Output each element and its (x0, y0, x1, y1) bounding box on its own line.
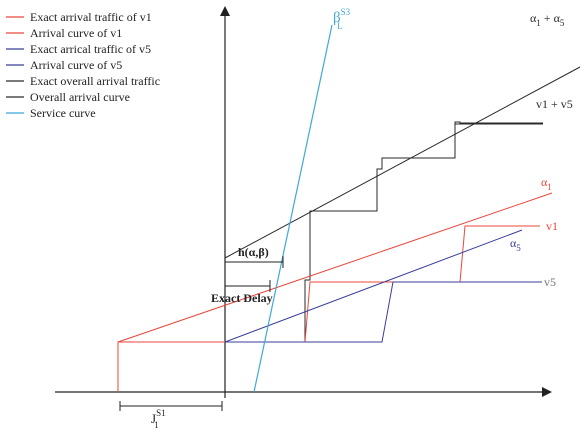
legend-item-exact-overall: Exact overall arrival traffic (6, 74, 160, 88)
legend-label: Exact overall arrival traffic (30, 74, 160, 88)
exact-arrival-traffic-v5 (225, 281, 542, 343)
legend-item-arrival-v1: Arrival curve of v1 (6, 26, 122, 40)
alpha1-label: α1 (541, 175, 552, 192)
overall-arrival-curve-label: α1 + α5 (530, 11, 565, 28)
jitter-bracket (119, 401, 223, 411)
legend-item-exact-v5: Exact arrical traffic of v5 (6, 42, 151, 56)
legend-label: Arrival curve of v5 (30, 58, 122, 72)
legend-item-service-curve: Service curve (6, 106, 96, 120)
v5-label: v5 (544, 275, 556, 289)
v1-label: v1 (546, 219, 558, 233)
service-curve (253, 24, 333, 393)
exact-delay-bracket (225, 280, 271, 292)
arrival-curve-v1 (117, 192, 553, 343)
legend-label: Arrival curve of v1 (30, 26, 122, 40)
h-label: h(α,β) (238, 245, 269, 259)
exact-delay-label: Exact Delay (211, 291, 273, 305)
legend-label: Exact arrical traffic of v5 (30, 42, 151, 56)
legend-item-overall-curve: Overall arrival curve (6, 90, 130, 104)
jitter-label: JS1 1 (151, 408, 165, 430)
alpha5-label: α5 (510, 236, 521, 253)
h-bracket (225, 256, 284, 268)
v-sum-label: v1 + v5 (536, 97, 573, 111)
overall-arrival-curve (224, 66, 581, 259)
legend-item-arrival-v5: Arrival curve of v5 (6, 58, 122, 72)
exact-overall-arrival-traffic (225, 121, 543, 343)
legend-item-exact-v1: Exact arrival traffic of v1 (6, 10, 152, 24)
legend-label: Service curve (30, 106, 96, 120)
arrival-curve-v5 (224, 229, 523, 343)
service-curve-label: βS3 L (333, 7, 351, 31)
legend-label: Overall arrival curve (30, 90, 130, 104)
exact-arrival-traffic-v1 (117, 225, 540, 392)
legend-label: Exact arrival traffic of v1 (30, 10, 152, 24)
legend: Exact arrival traffic of v1 Arrival curv… (6, 10, 160, 120)
